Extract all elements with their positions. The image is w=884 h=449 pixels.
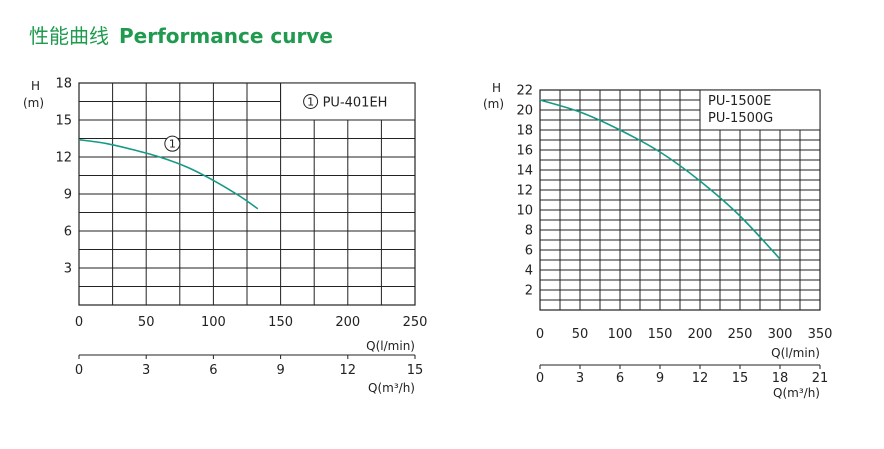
chart1-ylabel-h: H <box>31 79 40 93</box>
chart1-ylabel-unit: (m) <box>23 96 44 110</box>
chart1-legend-marker-label: 1 <box>307 96 314 109</box>
chart1-legend-marker-circle <box>303 94 319 109</box>
chart1-x2-tick-label: 0 <box>75 363 83 378</box>
chart1-y-tick-label: 18 <box>55 77 72 92</box>
chart2-x-tick-label: 300 <box>768 327 793 342</box>
chart1-legend-entry: PU-401EH <box>323 96 388 111</box>
chart1-curve-marker-circle <box>164 135 181 152</box>
chart2-y-tick-label: 22 <box>516 84 533 99</box>
chart2-legend-entry: PU-1500G <box>708 111 773 126</box>
chart2-y-tick-label: 16 <box>516 144 533 159</box>
chart2-y-tick-label: 20 <box>516 104 533 119</box>
chart1-x2-tick-label: 15 <box>407 363 424 378</box>
chart2-y-tick-label: 14 <box>516 164 533 179</box>
chart2-x2-tick-label: 15 <box>732 371 749 386</box>
chart1-x2-tick-label: 9 <box>276 363 284 378</box>
chart1-x2-tick-label: 6 <box>209 363 217 378</box>
chart2-x-tick-label: 250 <box>728 327 753 342</box>
chart2-ylabel-unit: (m) <box>483 97 504 111</box>
chart1-x-tick-label: 0 <box>75 315 83 330</box>
chart2-xlabel: Q(l/min) <box>771 346 820 360</box>
chart2-x2-tick-label: 18 <box>772 371 789 386</box>
chart2-legend-box <box>699 89 821 131</box>
chart2-y-tick-label: 6 <box>525 244 533 259</box>
chart2-x2-tick-label: 6 <box>616 371 624 386</box>
chart1-series-line <box>78 138 259 210</box>
chart1-x2-tick-label: 12 <box>340 363 357 378</box>
chart2-y-tick-label: 2 <box>525 284 533 299</box>
chart2-x2-tick-label: 3 <box>576 371 584 386</box>
chart1-x2label: Q(m³/h) <box>368 381 415 395</box>
chart1-x-tick-label: 50 <box>138 315 155 330</box>
chart1-x2-tick-label: 3 <box>142 363 150 378</box>
chart2-x-tick-label: 200 <box>688 327 713 342</box>
chart1-x-tick-label: 150 <box>268 315 293 330</box>
chart2-y-tick-label: 12 <box>516 184 533 199</box>
chart1-legend-box <box>280 82 416 121</box>
title-english: Performance curve <box>119 24 333 48</box>
chart1-x-tick-label: 100 <box>201 315 226 330</box>
chart2-x-tick-label: 350 <box>808 327 833 342</box>
chart1-y-tick-label: 12 <box>55 151 72 166</box>
chart1-plot-frame <box>78 82 416 306</box>
chart2-y-tick-label: 10 <box>516 204 533 219</box>
chart2-ylabel-h: H <box>492 81 501 95</box>
chart1-y-tick-label: 9 <box>64 188 72 203</box>
chart2-x2-tick-label: 21 <box>812 371 829 386</box>
chart2-series-line <box>539 99 781 260</box>
chart2-x-tick-label: 0 <box>536 327 544 342</box>
chart2-y-tick-label: 18 <box>516 124 533 139</box>
chart2-x-tick-label: 100 <box>608 327 633 342</box>
chart1-xlabel: Q(l/min) <box>366 339 415 353</box>
chart2-x2-tick-label: 0 <box>536 371 544 386</box>
title-chinese: 性能曲线 <box>29 24 109 48</box>
chart1-y-tick-label: 3 <box>64 262 72 277</box>
chart2-plot-frame <box>539 89 821 311</box>
chart2-x2label: Q(m³/h) <box>773 386 820 400</box>
chart2-x2-tick-label: 12 <box>692 371 709 386</box>
chart1-curve-marker-label: 1 <box>169 138 176 151</box>
chart2-x2-tick-label: 9 <box>656 371 664 386</box>
chart1-x-tick-label: 250 <box>403 315 428 330</box>
chart2-x-tick-label: 150 <box>648 327 673 342</box>
chart1-x-tick-label: 200 <box>335 315 360 330</box>
page-title: 性能曲线 Performance curve <box>29 20 333 49</box>
chart2-x-tick-label: 50 <box>572 327 589 342</box>
chart2-legend-entry: PU-1500E <box>708 94 771 109</box>
chart2-y-tick-label: 8 <box>525 224 533 239</box>
chart1-y-tick-label: 15 <box>55 114 72 129</box>
chart1-y-tick-label: 6 <box>64 225 72 240</box>
chart2-y-tick-label: 4 <box>525 264 533 279</box>
